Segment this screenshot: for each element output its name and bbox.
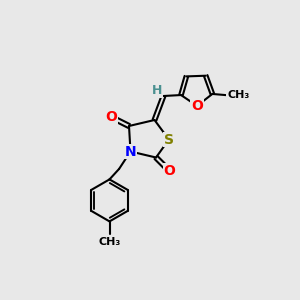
Text: N: N: [125, 145, 136, 158]
Text: H: H: [152, 84, 162, 97]
Text: O: O: [164, 164, 175, 178]
Text: O: O: [105, 110, 117, 124]
Text: O: O: [191, 99, 203, 113]
Text: S: S: [164, 133, 174, 146]
Text: CH₃: CH₃: [98, 237, 121, 248]
Text: CH₃: CH₃: [227, 90, 249, 100]
